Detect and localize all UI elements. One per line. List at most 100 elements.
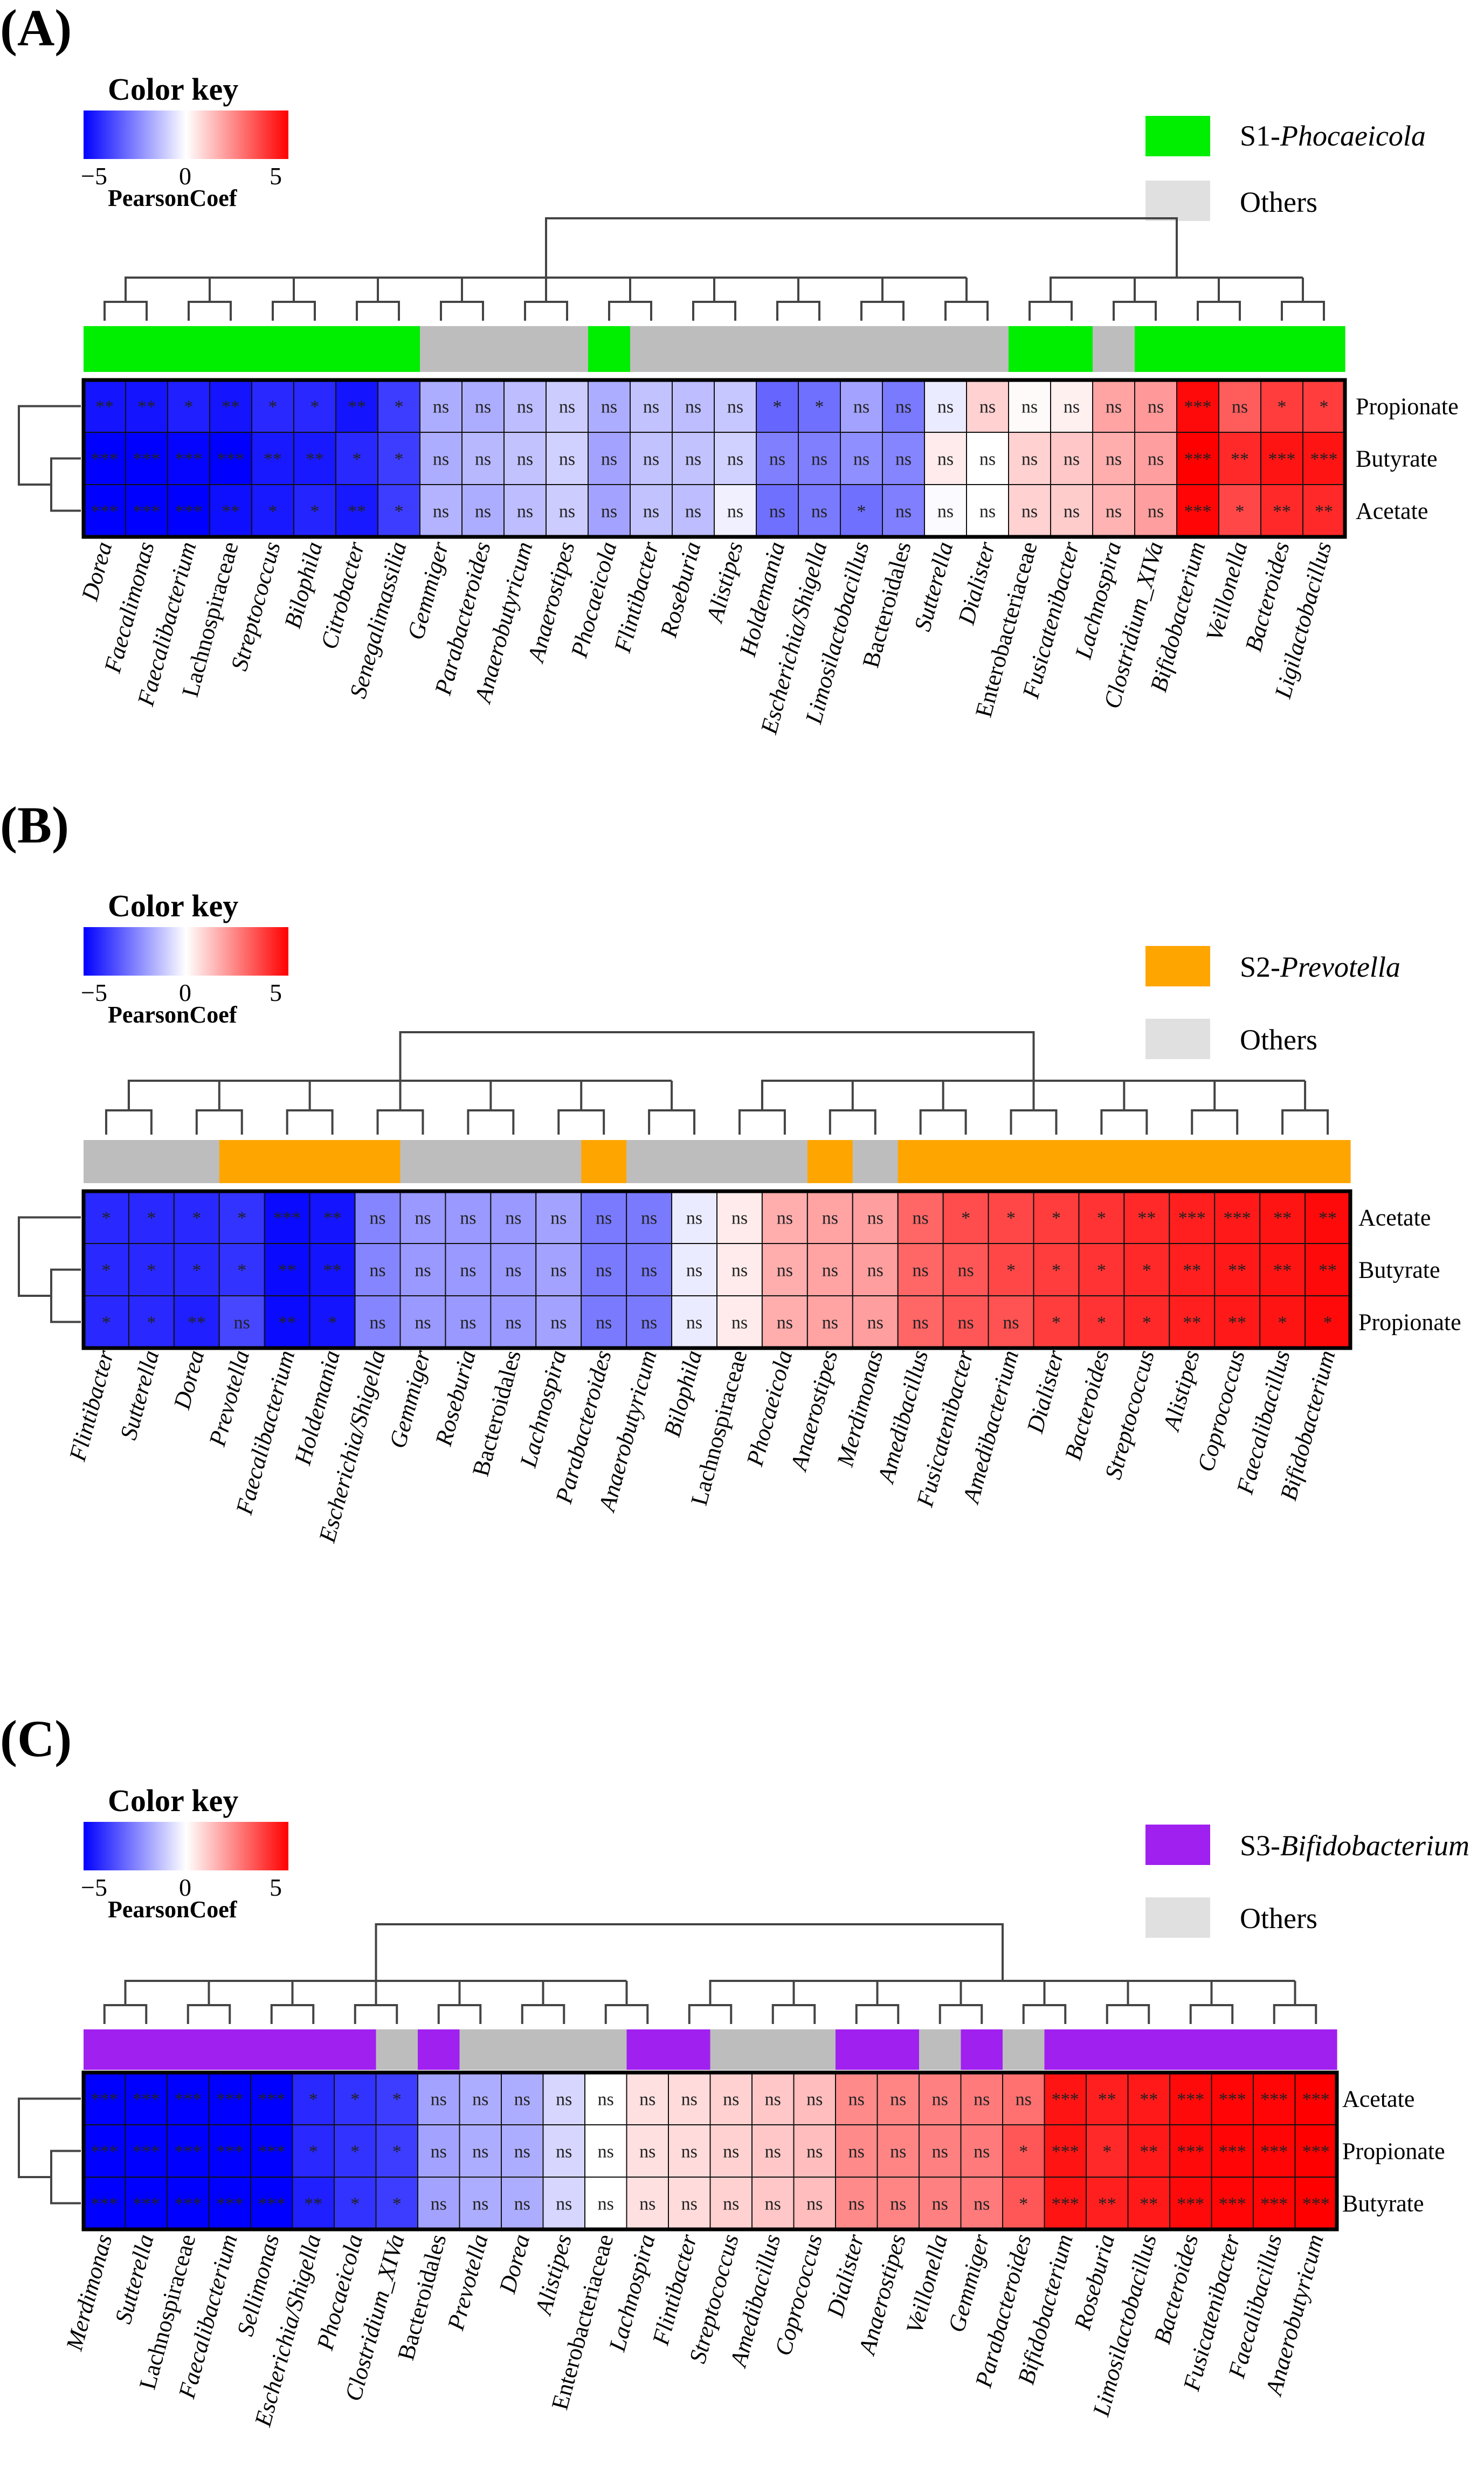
group-bar-segment bbox=[672, 326, 715, 372]
heatmap-cell bbox=[1086, 2177, 1129, 2230]
cell-annotation: ns bbox=[1148, 502, 1164, 522]
heatmap-cell bbox=[1304, 1295, 1351, 1349]
heatmap-cell bbox=[626, 1243, 673, 1296]
heatmap-cell bbox=[1134, 379, 1177, 433]
heatmap-cell bbox=[840, 484, 883, 537]
cell-annotation: ns bbox=[643, 502, 659, 522]
column-dendrogram-leaf-branch bbox=[855, 2004, 900, 2024]
column-label: Bilophila bbox=[279, 539, 328, 631]
panel-c-color-key-tick-max: 5 bbox=[270, 1874, 282, 1901]
group-bar-segment bbox=[961, 2029, 1003, 2070]
cell-annotation: ** bbox=[1315, 502, 1333, 522]
heatmap-cell bbox=[966, 379, 1009, 433]
heatmap-cell bbox=[761, 1243, 808, 1296]
cell-annotation: * bbox=[184, 397, 194, 417]
heatmap-cell bbox=[960, 2124, 1003, 2178]
column-dendrogram-leaf-branch bbox=[376, 1109, 424, 1135]
cell-annotation: * bbox=[1019, 2142, 1028, 2162]
cell-annotation: ns bbox=[853, 397, 869, 417]
panel-b-legend-prefix: S2- bbox=[1240, 951, 1280, 983]
cell-annotation: * bbox=[773, 397, 782, 417]
panel-b-color-key-gradient bbox=[84, 927, 288, 976]
heatmap-cell bbox=[128, 1191, 175, 1244]
cell-annotation: ns bbox=[727, 450, 743, 469]
panel-a-color-key-gradient bbox=[84, 110, 288, 159]
column-dendrogram-leaf-branch bbox=[648, 1109, 696, 1135]
panel-a-row-dendrogram bbox=[18, 405, 81, 512]
heatmap-cell bbox=[761, 1295, 808, 1349]
heatmap-cell bbox=[293, 484, 336, 537]
group-bar-segment bbox=[334, 2029, 377, 2070]
cell-annotation: ns bbox=[806, 2194, 823, 2214]
heatmap-cell bbox=[461, 484, 505, 537]
heatmap-cell bbox=[1211, 2124, 1254, 2178]
group-bar-segment bbox=[501, 2029, 544, 2070]
cell-annotation: ** bbox=[348, 397, 366, 417]
cell-annotation: *** bbox=[1219, 2194, 1246, 2214]
heatmap-cell bbox=[626, 1191, 673, 1244]
cell-annotation: ns bbox=[415, 1208, 431, 1228]
panel-a-color-key-sublabel: PearsonCoef bbox=[108, 185, 238, 211]
heatmap-cell bbox=[354, 1295, 401, 1349]
panel-c-color-key-tick-min: −5 bbox=[81, 1874, 107, 1901]
cell-annotation: ns bbox=[641, 1208, 657, 1228]
heatmap-cell bbox=[942, 1295, 989, 1349]
cell-annotation: ns bbox=[1106, 502, 1122, 522]
panel-c-legend-label-primary: S3-Bifidobacterium bbox=[1240, 1829, 1469, 1862]
panel-c-group-bar bbox=[84, 2029, 1337, 2070]
panel-b-heatmap: * * * * *** ** ns ns ns ns ns ns ns ns ns ns ns ns ns * * * * *… bbox=[81, 1189, 1352, 1350]
cell-annotation: ** bbox=[1137, 1208, 1156, 1228]
cell-annotation: ns bbox=[957, 1313, 974, 1333]
panel-a-legend-label-primary: S1-Phocaeicola bbox=[1240, 120, 1426, 152]
cell-annotation: *** bbox=[1219, 2142, 1246, 2162]
group-bar-segment bbox=[1086, 2029, 1129, 2070]
panel-c-legend: S3-Bifidobacterium Others bbox=[1145, 1825, 1469, 1938]
panel-b-label: (B) bbox=[0, 796, 69, 854]
cell-annotation: ns bbox=[895, 502, 912, 522]
panel-b-legend-genus: Prevotella bbox=[1280, 951, 1400, 983]
group-bar-segment bbox=[919, 2029, 962, 2070]
heatmap-cell bbox=[208, 2072, 251, 2125]
cell-annotation: ns bbox=[1016, 2090, 1032, 2110]
heatmap-cell bbox=[250, 2124, 293, 2178]
heatmap-cell bbox=[1134, 432, 1177, 485]
cell-annotation: ** bbox=[95, 397, 114, 417]
heatmap-cell bbox=[309, 1295, 356, 1349]
cell-annotation: *** bbox=[1184, 397, 1212, 417]
cell-annotation: ** bbox=[1319, 1261, 1337, 1281]
cell-annotation: ns bbox=[1148, 450, 1164, 469]
cell-annotation: *** bbox=[175, 450, 203, 469]
cell-annotation: ns bbox=[723, 2194, 739, 2214]
cell-annotation: ns bbox=[867, 1313, 884, 1333]
column-dendrogram-branch bbox=[709, 1980, 1295, 2005]
heatmap-cell bbox=[334, 2124, 377, 2178]
cell-annotation: ** bbox=[222, 502, 240, 522]
cell-annotation: ns bbox=[731, 1313, 748, 1333]
cell-annotation: ns bbox=[890, 2090, 906, 2110]
heatmap-cell bbox=[251, 484, 294, 537]
heatmap-cell bbox=[125, 432, 168, 485]
group-bar-segment bbox=[1253, 2029, 1296, 2070]
cell-annotation: ns bbox=[853, 450, 869, 469]
cell-annotation: ns bbox=[472, 2142, 488, 2162]
group-bar-segment bbox=[1128, 2029, 1170, 2070]
cell-annotation: ns bbox=[505, 1313, 521, 1333]
cell-annotation: ** bbox=[1319, 1208, 1337, 1228]
heatmap-cell bbox=[546, 484, 589, 537]
cell-annotation: ns bbox=[822, 1261, 838, 1281]
cell-annotation: ns bbox=[1003, 1313, 1019, 1333]
group-bar-segment bbox=[420, 326, 463, 372]
heatmap-cell bbox=[584, 2177, 627, 2230]
column-label: Bilophila bbox=[659, 1348, 707, 1440]
cell-annotation: ns bbox=[1021, 502, 1038, 522]
group-bar-segment bbox=[1219, 326, 1261, 372]
group-bar-segment bbox=[1260, 1140, 1306, 1183]
heatmap-cell bbox=[1169, 1295, 1216, 1349]
heatmap-cell bbox=[1008, 484, 1051, 537]
heatmap-cell bbox=[835, 2177, 878, 2230]
row-dendrogram-branch bbox=[18, 405, 81, 486]
cell-annotation: ns bbox=[890, 2194, 906, 2214]
panel-c-color-key-gradient bbox=[84, 1822, 288, 1870]
panel-a-legend-swatch-others bbox=[1145, 181, 1210, 221]
